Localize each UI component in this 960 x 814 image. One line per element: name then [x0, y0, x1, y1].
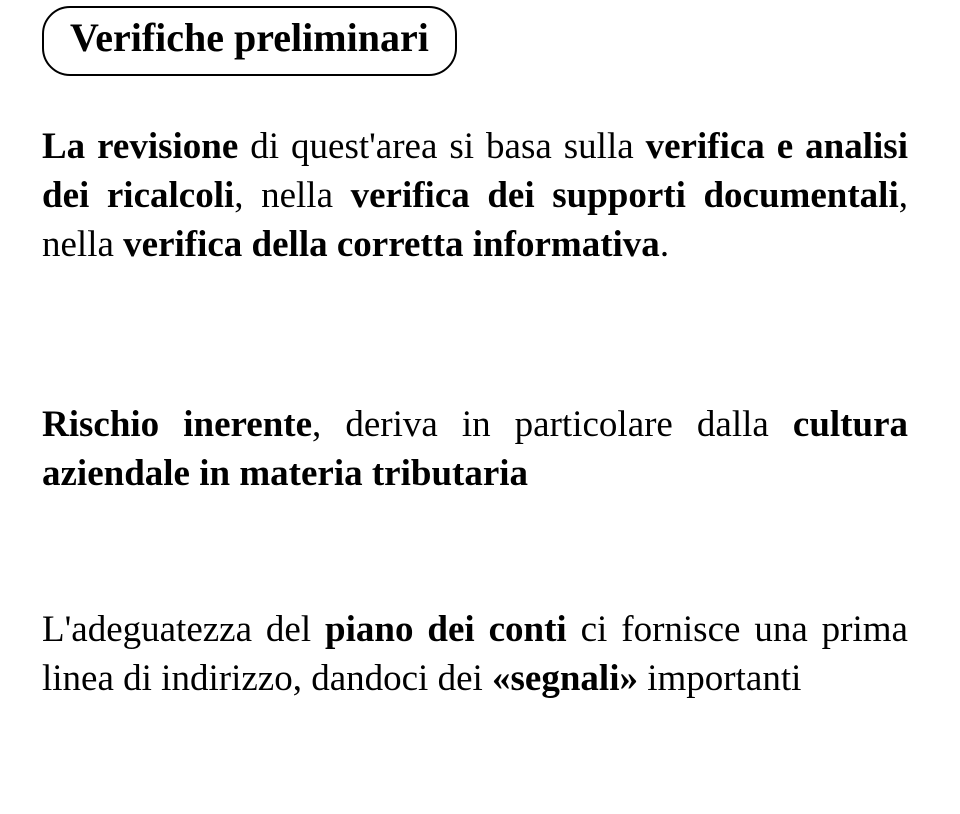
p3-lead: L'adeguatezza del	[42, 609, 325, 650]
title-box: Verifiche preliminari	[42, 6, 457, 76]
p3-b1: piano dei conti	[325, 609, 567, 650]
page-title: Verifiche preliminari	[70, 16, 429, 60]
p2-mid: , deriva in particolare dalla	[312, 404, 793, 445]
paragraph-3: L'adeguatezza del piano dei conti ci for…	[42, 605, 908, 703]
p1-lead: La revisione	[42, 126, 238, 167]
p1-b3: verifica della corretta informativa	[123, 224, 660, 265]
p1-tail: .	[660, 224, 669, 265]
page: Verifiche preliminari La revisione di qu…	[0, 0, 960, 814]
paragraph-1: La revisione di quest'area si basa sulla…	[42, 122, 908, 270]
paragraph-2: Rischio inerente, deriva in particolare …	[42, 400, 908, 498]
p1-b2: verifica dei supporti documentali	[351, 175, 899, 216]
p1-mid2: , nella	[234, 175, 350, 216]
p3-tail: importanti	[638, 658, 801, 699]
p1-mid: di quest'area si basa sulla	[238, 126, 645, 167]
p2-b1: Rischio inerente	[42, 404, 312, 445]
p3-b2: «segnali»	[492, 658, 638, 699]
